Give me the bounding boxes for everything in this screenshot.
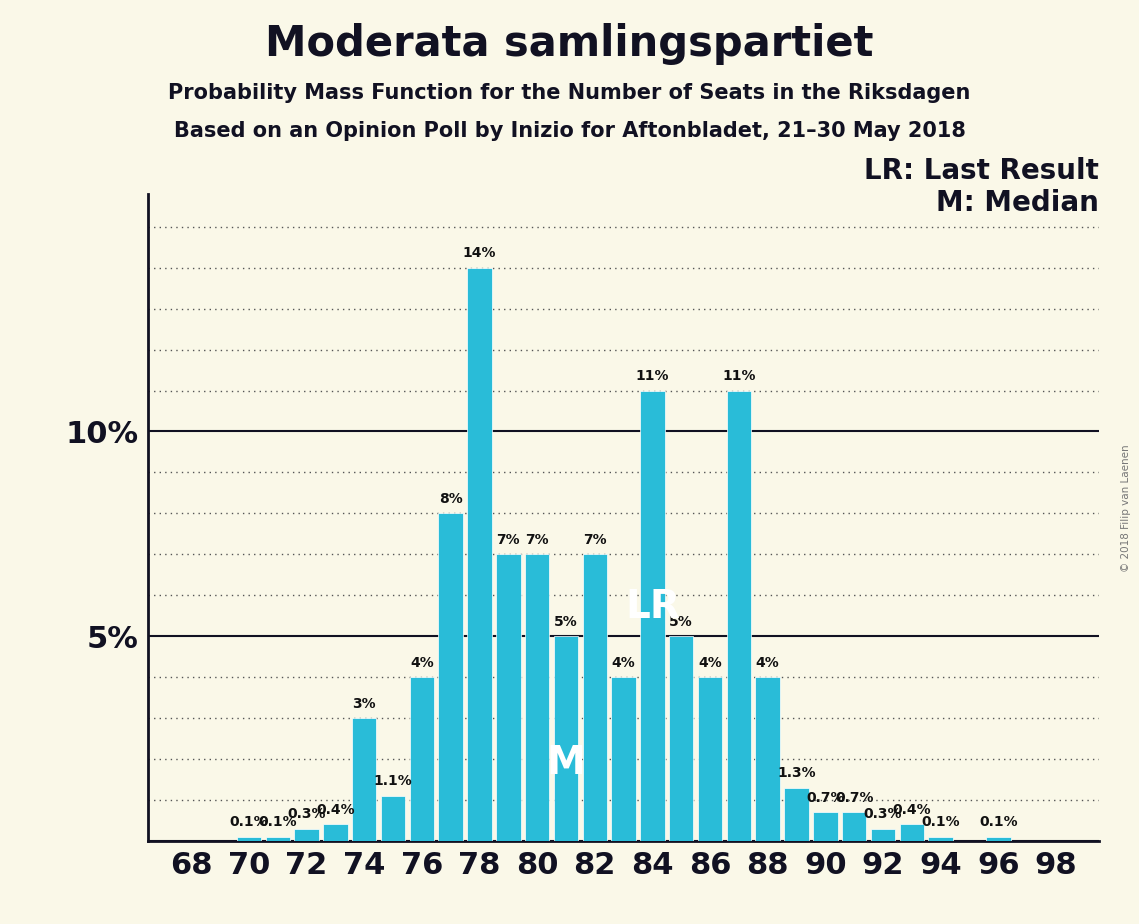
Text: 11%: 11% <box>636 370 670 383</box>
Bar <box>582 554 607 841</box>
Bar <box>497 554 521 841</box>
Bar <box>525 554 549 841</box>
Text: 0.4%: 0.4% <box>893 803 931 817</box>
Text: 7%: 7% <box>583 533 607 547</box>
Text: M: Median: M: Median <box>936 189 1099 217</box>
Bar <box>640 391 665 841</box>
Text: © 2018 Filip van Laenen: © 2018 Filip van Laenen <box>1121 444 1131 572</box>
Bar <box>928 837 953 841</box>
Text: 0.1%: 0.1% <box>259 815 297 830</box>
Bar <box>669 636 694 841</box>
Text: 3%: 3% <box>352 697 376 711</box>
Bar <box>237 837 261 841</box>
Text: 0.3%: 0.3% <box>863 808 902 821</box>
Text: 5%: 5% <box>554 614 577 629</box>
Text: Based on an Opinion Poll by Inizio for Aftonbladet, 21–30 May 2018: Based on an Opinion Poll by Inizio for A… <box>173 121 966 141</box>
Text: 5%: 5% <box>670 614 694 629</box>
Text: 8%: 8% <box>439 492 462 506</box>
Bar <box>467 268 492 841</box>
Text: 4%: 4% <box>698 656 722 670</box>
Text: 0.7%: 0.7% <box>835 791 874 805</box>
Text: 0.1%: 0.1% <box>921 815 960 830</box>
Bar <box>870 829 895 841</box>
Bar <box>612 677 636 841</box>
Bar <box>294 829 319 841</box>
Bar <box>727 391 751 841</box>
Text: 11%: 11% <box>722 370 755 383</box>
Text: 1.1%: 1.1% <box>374 774 412 788</box>
Bar <box>755 677 780 841</box>
Text: 14%: 14% <box>462 247 497 261</box>
Bar <box>813 812 837 841</box>
Text: M: M <box>547 744 585 782</box>
Text: LR: LR <box>625 588 680 626</box>
Bar <box>352 718 377 841</box>
Text: LR: Last Result: LR: Last Result <box>865 157 1099 185</box>
Bar <box>986 837 1010 841</box>
Text: 4%: 4% <box>410 656 434 670</box>
Text: 7%: 7% <box>525 533 549 547</box>
Text: 0.7%: 0.7% <box>806 791 845 805</box>
Text: Moderata samlingspartiet: Moderata samlingspartiet <box>265 23 874 65</box>
Bar <box>842 812 867 841</box>
Text: 0.4%: 0.4% <box>317 803 354 817</box>
Bar <box>323 824 347 841</box>
Bar <box>380 796 405 841</box>
Bar <box>439 514 462 841</box>
Bar <box>410 677 434 841</box>
Text: 1.3%: 1.3% <box>777 766 816 780</box>
Bar <box>698 677 722 841</box>
Text: 7%: 7% <box>497 533 521 547</box>
Bar <box>900 824 924 841</box>
Bar <box>265 837 290 841</box>
Text: 0.1%: 0.1% <box>230 815 269 830</box>
Text: 4%: 4% <box>612 656 636 670</box>
Text: 4%: 4% <box>756 656 779 670</box>
Text: 0.3%: 0.3% <box>287 808 326 821</box>
Bar <box>554 636 579 841</box>
Bar <box>785 787 809 841</box>
Text: Probability Mass Function for the Number of Seats in the Riksdagen: Probability Mass Function for the Number… <box>169 83 970 103</box>
Text: 0.1%: 0.1% <box>978 815 1017 830</box>
